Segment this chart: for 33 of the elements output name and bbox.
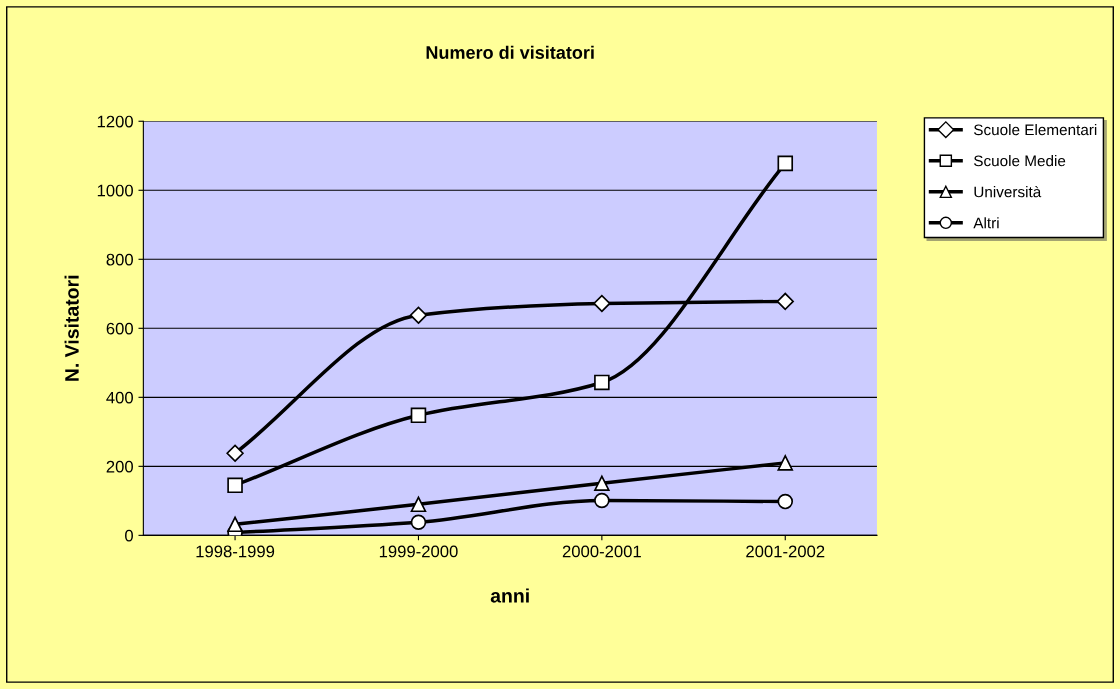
x-tick-label: 1999-2000	[379, 545, 458, 558]
x-axis-title: anni	[490, 588, 529, 603]
point	[409, 306, 428, 324]
point	[594, 374, 610, 391]
chart-title: Numero di visitatori	[426, 45, 594, 59]
y-axis-title: N. Visitatori	[64, 275, 79, 381]
point	[227, 516, 243, 533]
point	[410, 514, 427, 531]
point	[226, 444, 244, 462]
legend-label: Altri	[973, 217, 999, 229]
point	[410, 407, 427, 424]
y-tick-label: 600	[106, 322, 133, 335]
y-tick-label: 1000	[97, 184, 133, 197]
point	[227, 477, 243, 494]
x-tick-label: 1998-1999	[196, 545, 275, 558]
legend-label: Scuole Medie	[974, 155, 1066, 167]
point	[777, 493, 794, 510]
legend-label: Università	[974, 185, 1042, 198]
point	[410, 496, 427, 513]
legend-label: Scuole Elementari	[974, 123, 1097, 136]
point	[777, 455, 794, 471]
y-tick-label: 1200	[97, 115, 133, 128]
point	[776, 292, 794, 311]
y-tick-label: 800	[106, 253, 133, 266]
y-tick-label: 200	[106, 460, 133, 473]
x-tick-label: 2000-2001	[562, 545, 641, 558]
y-tick-label: 400	[106, 391, 133, 404]
x-tick-label: 2001-2002	[746, 545, 825, 558]
point	[594, 492, 610, 509]
point	[777, 155, 794, 172]
y-tick-label: 0	[125, 529, 133, 542]
point	[593, 294, 611, 313]
point	[594, 475, 610, 492]
